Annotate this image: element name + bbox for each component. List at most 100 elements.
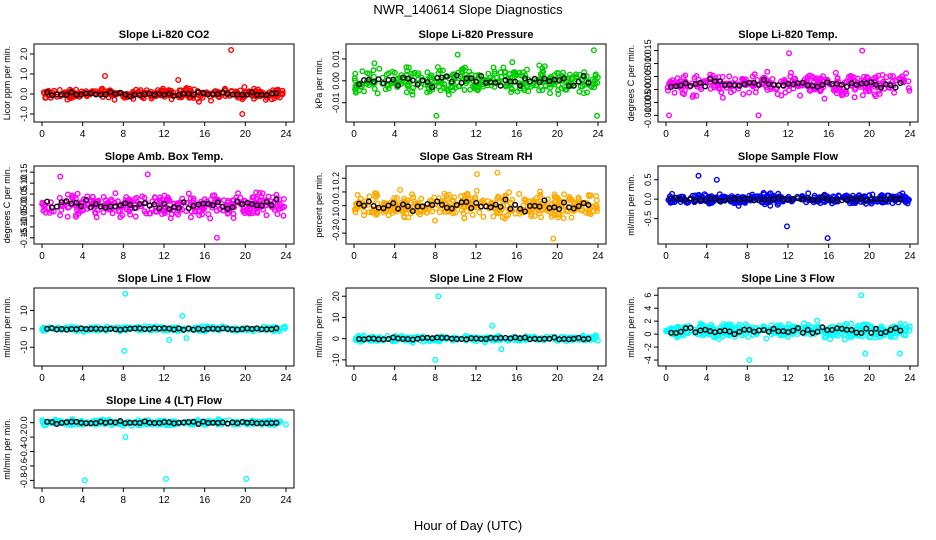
data-point	[253, 189, 260, 196]
y-tick-label: 0.01	[331, 50, 341, 68]
reference-point	[53, 203, 60, 210]
data-point	[57, 212, 64, 219]
data-point	[112, 190, 119, 197]
reference-point	[453, 201, 460, 208]
data-point	[384, 333, 391, 340]
x-tick-label: 20	[240, 129, 252, 140]
outlier-point	[550, 235, 557, 242]
reference-point	[180, 419, 187, 426]
reference-point	[395, 82, 402, 89]
data-point	[391, 194, 398, 201]
reference-point	[897, 79, 904, 86]
y-tick-label: -0.10	[19, 217, 29, 238]
data-point	[424, 69, 431, 76]
y-tick-label: 0.10	[19, 174, 29, 192]
y-tick-label: -0.1	[331, 212, 341, 228]
data-point	[835, 192, 842, 199]
data-point	[496, 209, 503, 216]
data-point	[872, 74, 879, 81]
data-point	[712, 75, 719, 82]
y-tick-label: 4	[643, 306, 653, 311]
x-tick-label: 20	[552, 251, 564, 262]
data-point	[831, 332, 838, 339]
data-point	[566, 71, 573, 78]
data-point	[902, 199, 909, 206]
data-point	[850, 74, 857, 81]
data-point	[274, 87, 281, 94]
data-point	[464, 207, 471, 214]
data-point	[188, 208, 195, 215]
panel-title: Slope Line 4 (LT) Flow	[106, 395, 222, 407]
data-point	[460, 65, 467, 72]
reference-point	[799, 196, 806, 203]
y-tick-label: 0.0	[19, 88, 29, 101]
y-tick-label: -0.05	[19, 206, 29, 227]
data-point	[189, 94, 196, 101]
data-point	[397, 186, 404, 193]
data-point	[92, 210, 99, 217]
x-tick-label: 4	[392, 129, 398, 140]
data-point	[500, 203, 507, 210]
reference-point	[848, 195, 855, 202]
data-point	[352, 70, 359, 77]
data-point	[157, 194, 164, 201]
reference-point	[799, 329, 806, 336]
data-point	[122, 197, 129, 204]
reference-point	[385, 76, 392, 83]
x-tick-label: 0	[663, 373, 669, 384]
data-point	[363, 197, 370, 204]
data-point	[805, 190, 812, 197]
reference-point	[892, 325, 899, 332]
reference-point	[570, 205, 577, 212]
data-point	[370, 73, 377, 80]
y-tick-label: 1.0	[19, 68, 29, 81]
data-point	[696, 324, 703, 331]
data-point	[751, 71, 758, 78]
data-point	[537, 188, 544, 195]
data-point	[585, 207, 592, 214]
reference-point	[497, 82, 504, 89]
data-point	[727, 89, 734, 96]
data-point	[593, 333, 600, 340]
x-tick-label: 8	[433, 129, 439, 140]
reference-point	[873, 325, 880, 332]
data-point	[528, 208, 535, 215]
data-point	[441, 81, 448, 88]
data-point	[109, 210, 116, 217]
reference-point	[244, 91, 251, 98]
reference-point	[765, 328, 772, 335]
data-point	[561, 191, 568, 198]
data-point	[663, 327, 670, 334]
x-tick-label: 24	[592, 373, 604, 384]
outlier-point	[784, 223, 791, 230]
data-point	[280, 212, 287, 219]
y-tick-label: -0.15	[19, 228, 29, 249]
outlier-point	[183, 335, 190, 342]
data-point	[409, 88, 416, 95]
reference-point	[522, 334, 529, 341]
data-point	[555, 90, 562, 97]
reference-point	[863, 325, 870, 332]
reference-point	[517, 82, 524, 89]
data-point	[268, 96, 275, 103]
y-tick-label: 0.2	[331, 172, 341, 185]
reference-point	[755, 81, 762, 88]
reference-point	[424, 200, 431, 207]
data-point	[64, 204, 71, 211]
data-point	[490, 64, 497, 71]
x-tick-label: 12	[782, 373, 794, 384]
data-point	[719, 94, 726, 101]
data-point	[409, 191, 416, 198]
reference-point	[487, 79, 494, 86]
data-point	[127, 211, 134, 218]
data-point	[146, 210, 153, 217]
data-point	[274, 211, 281, 218]
reference-point	[248, 89, 255, 96]
panel-2: Slope Li-820 Pressure 0 4 8 12 16 20 24 -0.01 0.0…	[314, 29, 607, 140]
reference-point	[892, 84, 899, 91]
reference-point	[434, 74, 441, 81]
reference-point	[585, 201, 592, 208]
reference-point	[205, 200, 212, 207]
y-axis-label: kPa per min.	[314, 58, 324, 109]
